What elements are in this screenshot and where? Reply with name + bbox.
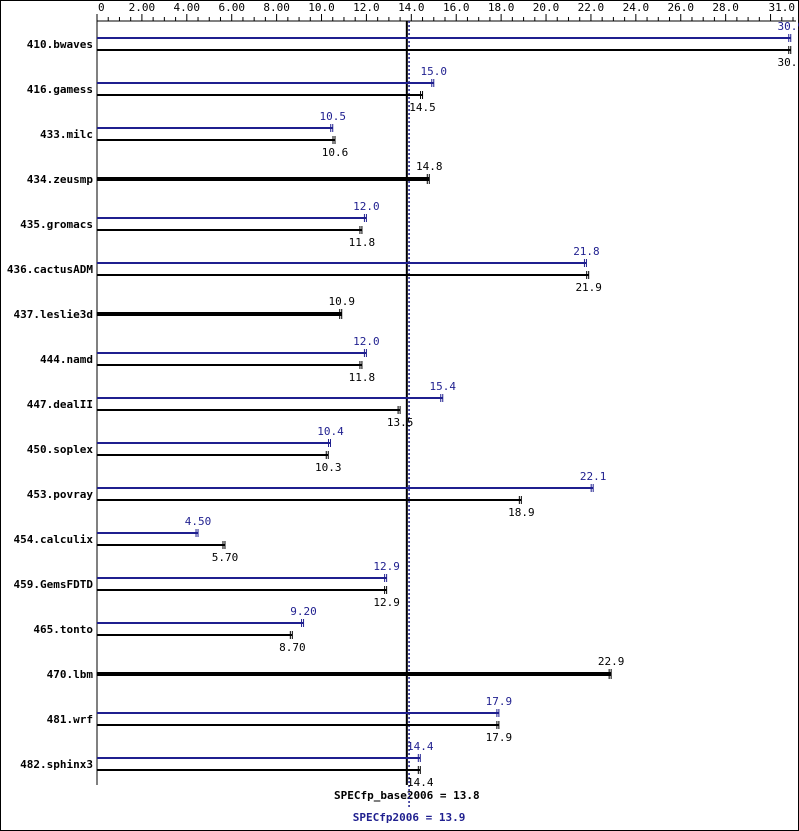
bar-value-label-base: 11.8: [349, 371, 376, 384]
x-tick-label: 16.0: [443, 1, 470, 14]
category-label: 454.calculix: [14, 533, 94, 546]
x-tick-label: 20.0: [533, 1, 560, 14]
bar-value-label-base: 13.5: [387, 416, 414, 429]
x-tick-label: 18.0: [488, 1, 515, 14]
category-label: 433.milc: [40, 128, 93, 141]
bars: 30.9 30.9 15.0 14.5 10.5 10.6 14.8 12.0 11.8 21.8…: [97, 20, 799, 789]
bar-value-label-peak: 30.9: [778, 20, 799, 33]
bar-value-label-base: 21.9: [575, 281, 602, 294]
x-tick-label: 12.0: [353, 1, 380, 14]
x-tick-label: 10.0: [308, 1, 335, 14]
reference-label-base: SPECfp_base2006 = 13.8: [334, 789, 480, 802]
category-label: 416.gamess: [27, 83, 93, 96]
category-label: 434.zeusmp: [27, 173, 94, 186]
bar-value-label-base: 30.9: [778, 56, 799, 69]
category-label: 410.bwaves: [27, 38, 93, 51]
bar-value-label-base: 5.70: [212, 551, 239, 564]
category-label: 437.leslie3d: [14, 308, 93, 321]
bar-value-label-peak: 9.20: [290, 605, 317, 618]
bar-value-label-peak: 15.4: [430, 380, 457, 393]
x-tick-label: 26.0: [667, 1, 694, 14]
x-tick-label: 14.0: [398, 1, 425, 14]
bar-value-label-peak: 22.1: [580, 470, 607, 483]
category-label: 444.namd: [40, 353, 93, 366]
category-label: 453.povray: [27, 488, 94, 501]
bar-value-label-base: 8.70: [279, 641, 306, 654]
bar-value-label-peak: 14.4: [407, 740, 434, 753]
bar-value-label-base: 10.9: [328, 295, 355, 308]
category-label: 436.cactusADM: [7, 263, 93, 276]
category-label: 435.gromacs: [20, 218, 93, 231]
bar-value-label-peak: 21.8: [573, 245, 600, 258]
bar-value-label-peak: 12.0: [353, 200, 380, 213]
bar-value-label-peak: 10.4: [317, 425, 344, 438]
bar-value-label-base: 22.9: [598, 655, 625, 668]
bar-value-label-peak: 10.5: [319, 110, 346, 123]
bar-value-label-peak: 17.9: [486, 695, 513, 708]
bar-value-label-base: 18.9: [508, 506, 535, 519]
bar-value-label-peak: 4.50: [185, 515, 212, 528]
x-tick-label: 4.00: [174, 1, 201, 14]
bar-value-label-base: 17.9: [486, 731, 513, 744]
category-label: 447.dealII: [27, 398, 93, 411]
bar-value-label-base: 14.8: [416, 160, 443, 173]
x-tick-label: 31.0: [769, 1, 796, 14]
bar-value-label-base: 14.5: [409, 101, 436, 114]
x-tick-label: 24.0: [623, 1, 650, 14]
x-tick-label: 28.0: [712, 1, 739, 14]
bar-value-label-base: 12.9: [373, 596, 400, 609]
bar-value-label-peak: 12.9: [373, 560, 400, 573]
bar-value-label-base: 10.6: [322, 146, 349, 159]
x-tick-label: 2.00: [129, 1, 156, 14]
bar-value-label-base: 14.4: [407, 776, 434, 789]
bar-value-label-base: 10.3: [315, 461, 342, 474]
x-tick-label: 22.0: [578, 1, 605, 14]
category-label: 470.lbm: [47, 668, 94, 681]
x-ticks: 0 2.00 4.00 6.00 8.00 10.0 12.0 14.0 16.0 18.0 20.…: [96, 1, 796, 21]
x-tick-label: 6.00: [218, 1, 245, 14]
category-labels: 410.bwaves 416.gamess 433.milc 434.zeusmp 43…: [7, 38, 93, 771]
category-label: 481.wrf: [47, 713, 93, 726]
category-label: 465.tonto: [33, 623, 93, 636]
reference-label-peak: SPECfp2006 = 13.9: [353, 811, 466, 824]
category-label: 459.GemsFDTD: [14, 578, 94, 591]
category-label: 450.soplex: [27, 443, 94, 456]
bar-value-label-peak: 15.0: [421, 65, 448, 78]
category-label: 482.sphinx3: [20, 758, 93, 771]
bar-value-label-peak: 12.0: [353, 335, 380, 348]
reference-lines: SPECfp_base2006 = 13.8 SPECfp2006 = 13.9: [334, 21, 480, 824]
x-tick-label: 0: [98, 1, 105, 14]
bar-value-label-base: 11.8: [349, 236, 376, 249]
x-tick-label: 8.00: [263, 1, 290, 14]
